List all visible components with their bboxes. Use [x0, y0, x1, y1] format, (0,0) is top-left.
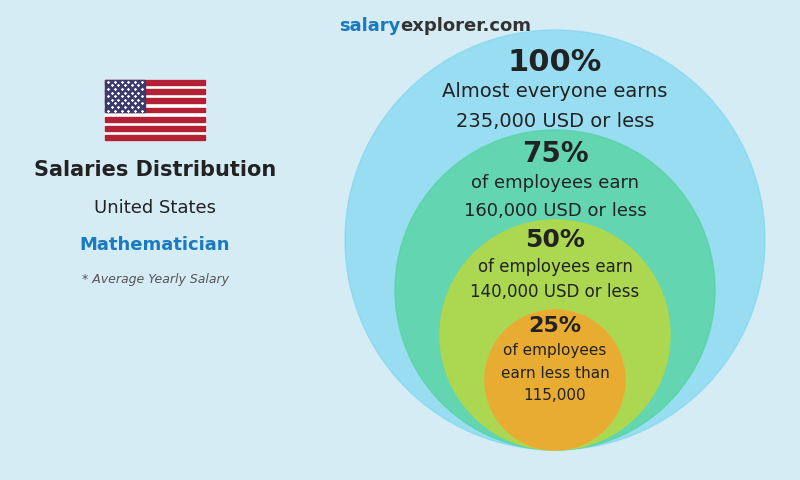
- Text: 25%: 25%: [529, 316, 582, 336]
- Text: 100%: 100%: [508, 48, 602, 77]
- Text: * Average Yearly Salary: * Average Yearly Salary: [82, 274, 229, 287]
- Text: of employees earn: of employees earn: [471, 174, 639, 192]
- Circle shape: [345, 30, 765, 450]
- Text: of employees: of employees: [503, 343, 606, 358]
- Bar: [105, 80, 145, 112]
- Text: earn less than: earn less than: [501, 366, 610, 381]
- Text: explorer.com: explorer.com: [400, 17, 531, 35]
- Bar: [105, 108, 205, 112]
- Circle shape: [485, 310, 625, 450]
- Text: 115,000: 115,000: [524, 388, 586, 403]
- Bar: [105, 98, 205, 103]
- Text: salary: salary: [338, 17, 400, 35]
- Text: 140,000 USD or less: 140,000 USD or less: [470, 283, 640, 301]
- Circle shape: [440, 220, 670, 450]
- Text: Almost everyone earns: Almost everyone earns: [442, 82, 668, 101]
- Text: 75%: 75%: [522, 140, 588, 168]
- Text: Mathematician: Mathematician: [80, 236, 230, 254]
- Bar: [105, 117, 205, 121]
- Bar: [105, 80, 205, 140]
- Text: United States: United States: [94, 199, 216, 217]
- Bar: [105, 135, 205, 140]
- Bar: [105, 126, 205, 131]
- Text: 50%: 50%: [525, 228, 585, 252]
- Text: 235,000 USD or less: 235,000 USD or less: [456, 112, 654, 131]
- Text: of employees earn: of employees earn: [478, 258, 633, 276]
- Circle shape: [395, 130, 715, 450]
- Text: 160,000 USD or less: 160,000 USD or less: [464, 202, 646, 220]
- Text: Salaries Distribution: Salaries Distribution: [34, 160, 276, 180]
- Bar: [105, 89, 205, 94]
- Bar: [105, 80, 205, 84]
